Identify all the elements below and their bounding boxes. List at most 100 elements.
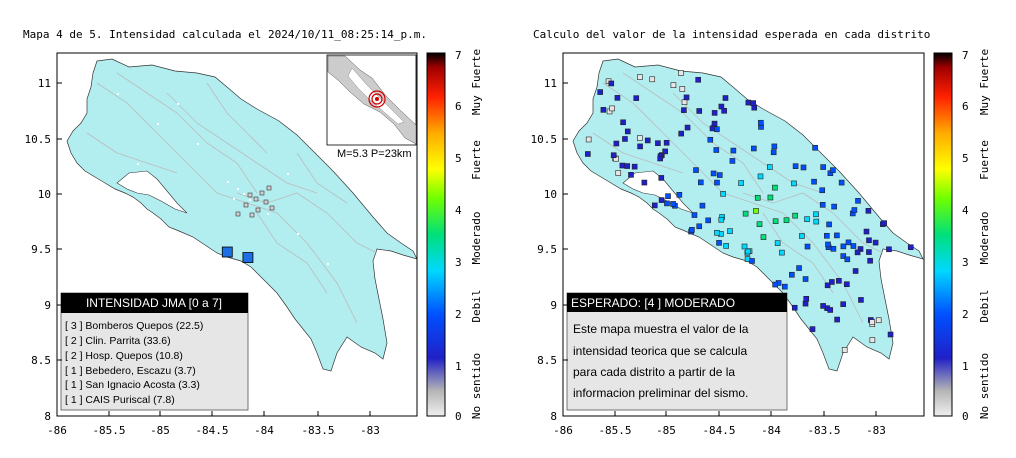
district-marker <box>844 281 850 288</box>
district-marker <box>718 216 725 223</box>
x-tick-label: -86 <box>553 424 573 437</box>
district-marker <box>796 265 802 271</box>
colorbar-tick: 0 <box>455 410 462 423</box>
left-stations <box>221 246 254 263</box>
district-marker <box>869 319 875 325</box>
district-marker <box>792 163 799 169</box>
district-marker <box>855 197 861 204</box>
district-marker <box>691 212 698 218</box>
x-tick-label: -86 <box>47 424 67 437</box>
x-tick-label: -85.5 <box>92 424 125 437</box>
district-marker <box>813 211 819 218</box>
district-marker <box>744 248 751 255</box>
district-marker <box>636 135 643 141</box>
district-marker <box>716 240 722 246</box>
district-marker <box>756 221 763 227</box>
district-marker <box>875 317 882 324</box>
district-marker <box>665 193 671 199</box>
district-marker <box>742 210 749 217</box>
y-tick-label: 10 <box>544 188 557 201</box>
district-marker <box>792 212 798 219</box>
x-tick-label: -84.5 <box>195 424 228 437</box>
epicenter-icon <box>375 97 379 101</box>
colorbar-label: Muy Fuerte <box>978 49 991 115</box>
district-marker <box>753 208 759 214</box>
district-marker <box>696 223 703 230</box>
district-marker <box>845 239 852 246</box>
district-marker <box>799 233 805 239</box>
colorbar-tick: 5 <box>962 152 969 165</box>
station-marker <box>242 252 254 263</box>
district-marker <box>812 144 818 151</box>
district-marker <box>679 86 686 92</box>
district-marker <box>863 228 870 235</box>
district-marker <box>678 70 684 76</box>
colorbar-tick: 3 <box>455 256 462 269</box>
colorbar-tick: 1 <box>455 360 462 373</box>
district-marker <box>825 241 831 248</box>
colorbar-tick: 7 <box>962 49 969 62</box>
district-marker <box>857 246 864 252</box>
left-y-axis: 11 10.5 10 9.5 9 8.5 8 <box>25 77 52 423</box>
district-marker <box>804 216 810 222</box>
district-marker <box>754 194 761 201</box>
left-towns <box>117 93 329 265</box>
district-marker <box>585 136 592 143</box>
district-marker <box>820 164 826 170</box>
colorbar-label: No sentido <box>470 353 483 419</box>
colorbar-tick: 5 <box>455 152 462 165</box>
district-marker <box>600 107 607 113</box>
y-tick-label: 9 <box>44 299 51 312</box>
inset-magnitude-label: M=5.3 P=23km <box>337 148 412 160</box>
district-marker <box>714 229 720 236</box>
district-marker <box>714 179 720 186</box>
district-marker <box>865 208 872 214</box>
expected-box: ESPERADO: [4 ] MODERADO Este mapa muestr… <box>566 292 788 411</box>
district-marker <box>858 297 864 303</box>
district-marker <box>767 164 773 170</box>
district-marker <box>670 82 677 88</box>
y-tick-label: 9.5 <box>31 243 51 256</box>
district-marker <box>610 152 617 159</box>
district-marker <box>631 163 638 170</box>
district-marker <box>811 178 817 185</box>
expected-text-line: informacion preliminar del sismo. <box>573 386 748 400</box>
district-marker <box>705 217 712 224</box>
colorbar-label: Fuerte <box>978 140 991 180</box>
y-tick-label: 10 <box>38 188 51 201</box>
district-marker <box>720 191 726 197</box>
y-tick-label: 8.5 <box>537 354 557 367</box>
x-tick-label: -84 <box>254 424 274 437</box>
right-roads <box>592 72 884 324</box>
district-marker <box>730 147 737 154</box>
district-marker <box>710 170 717 177</box>
district-marker <box>727 228 733 234</box>
district-marker <box>840 301 846 307</box>
district-marker <box>655 140 661 146</box>
colorbar-label: Muy Fuerte <box>470 49 483 115</box>
district-marker <box>866 249 872 255</box>
district-marker <box>772 218 779 225</box>
legend-item: [ 1 ] Bebedero, Escazu (3.7) <box>65 365 196 377</box>
y-tick-label: 8 <box>550 410 557 423</box>
y-tick-label: 11 <box>544 77 557 90</box>
district-marker <box>809 326 816 332</box>
district-marker <box>662 148 668 155</box>
y-tick-label: 8 <box>44 410 51 423</box>
colorbar-tick: 6 <box>962 100 969 113</box>
legend-header: INTENSIDAD JMA [0 a 7] <box>86 296 222 310</box>
district-marker <box>907 244 914 251</box>
district-marker <box>771 143 778 150</box>
district-marker <box>887 331 894 338</box>
legend-item: [ 1 ] San Ignacio Acosta (3.3) <box>65 379 200 391</box>
right-map-frame <box>562 52 925 417</box>
intensity-legend: INTENSIDAD JMA [0 a 7] [ 3 ] Bomberos Qu… <box>60 292 249 411</box>
district-marker <box>881 220 887 226</box>
district-marker <box>831 203 837 210</box>
district-marker <box>820 303 826 309</box>
y-tick-label: 9 <box>550 299 557 312</box>
left-roads <box>86 72 378 324</box>
district-marker <box>774 240 781 246</box>
district-marker <box>684 124 691 131</box>
